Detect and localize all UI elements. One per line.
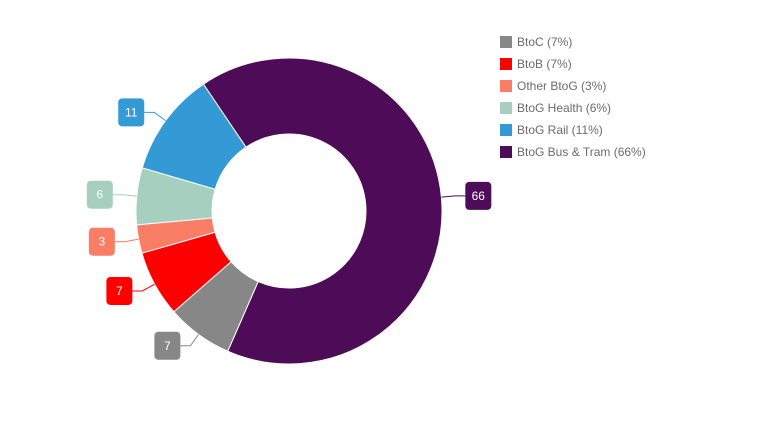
legend-label: BtoB (7%) xyxy=(517,57,572,71)
data-label-box-btog-rail xyxy=(118,98,145,127)
legend-item-btob[interactable]: BtoB (7%) xyxy=(500,53,646,75)
data-label-btog-bus-and-tram: 66 xyxy=(472,189,486,203)
label-connector-other-btog xyxy=(114,238,139,243)
legend-swatch xyxy=(500,36,512,48)
label-connector-btog-health xyxy=(112,194,137,197)
label-connector-btoc xyxy=(180,334,200,347)
data-label-btog-health: 6 xyxy=(96,188,103,202)
label-connector-btob xyxy=(132,283,155,292)
legend-item-other-btog[interactable]: Other BtoG (3%) xyxy=(500,75,646,97)
legend-label: BtoG Health (6%) xyxy=(517,101,612,115)
legend-label: Other BtoG (3%) xyxy=(517,79,607,93)
legend-swatch xyxy=(500,146,512,158)
data-label-btoc: 7 xyxy=(164,339,171,353)
slice-btog-bus-and-tram[interactable] xyxy=(202,57,443,365)
data-label-box-other-btog xyxy=(88,227,115,256)
legend-swatch xyxy=(500,80,512,92)
legend-item-btoc[interactable]: BtoC (7%) xyxy=(500,31,646,53)
data-label-box-btoc xyxy=(154,331,181,360)
label-connector-btog-bus-and-tram xyxy=(441,195,466,198)
data-label-other-btog: 3 xyxy=(99,235,106,249)
label-connector-btog-rail xyxy=(144,111,166,122)
legend-label: BtoG Rail (11%) xyxy=(517,123,603,137)
legend-label: BtoC (7%) xyxy=(517,35,573,49)
legend: BtoC (7%) BtoB (7%) Other BtoG (3%) BtoG… xyxy=(500,31,646,163)
data-label-btob: 7 xyxy=(116,284,123,298)
legend-item-btog-bus-tram[interactable]: BtoG Bus & Tram (66%) xyxy=(500,141,646,163)
data-label-box-btob xyxy=(106,276,133,305)
slice-btog-rail[interactable] xyxy=(141,83,247,190)
legend-label: BtoG Bus & Tram (66%) xyxy=(517,145,646,159)
data-label-box-btog-health xyxy=(86,180,113,209)
legend-swatch xyxy=(500,102,512,114)
legend-swatch xyxy=(500,58,512,70)
data-label-box-btog-bus-and-tram xyxy=(465,181,492,210)
legend-item-btog-rail[interactable]: BtoG Rail (11%) xyxy=(500,119,646,141)
legend-item-btog-health[interactable]: BtoG Health (6%) xyxy=(500,97,646,119)
data-label-btog-rail: 11 xyxy=(125,105,138,119)
legend-swatch xyxy=(500,124,512,136)
